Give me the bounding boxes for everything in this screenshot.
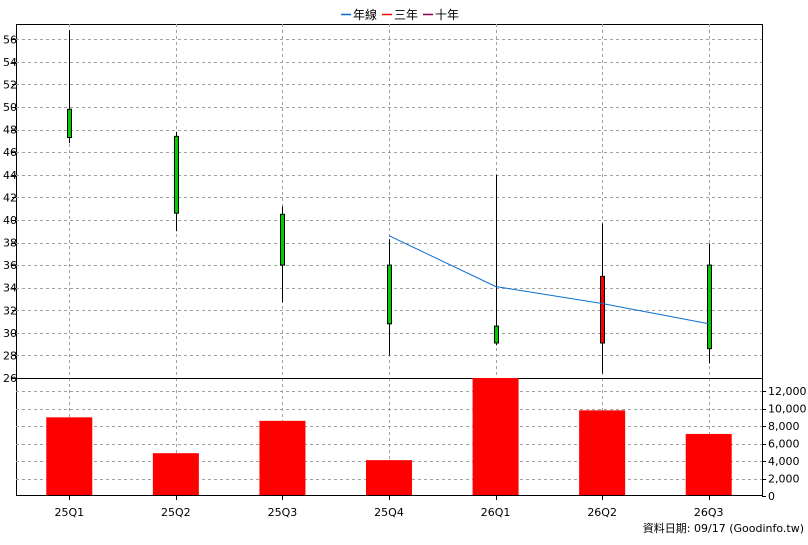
volume-bar	[472, 378, 519, 495]
category-label: 26Q2	[587, 506, 617, 519]
price-tick-label: 32	[3, 304, 17, 317]
legend: 年線 三年 十年	[341, 7, 459, 22]
legend-label: 年線	[353, 7, 377, 22]
candle-body	[174, 135, 179, 214]
category-label: 26Q1	[481, 506, 511, 519]
price-tick-label: 56	[3, 33, 17, 46]
candle-body	[707, 264, 712, 350]
volume-bar	[366, 460, 412, 495]
category-label: 25Q1	[54, 506, 84, 519]
candle-body	[600, 275, 605, 344]
price-tick-label: 42	[3, 191, 17, 204]
volume-bar	[152, 453, 199, 495]
category-label: 25Q2	[161, 506, 191, 519]
axes: 26 28 30 32 34 36 38 40 42 44 46 48 50 52 54 56 0 2,000 4,…	[3, 33, 807, 519]
moving-average-line	[388, 235, 709, 325]
source-note: 資料日期: 09/17 (Goodinfo.tw)	[643, 521, 804, 535]
volume-tick-label: 2,000	[768, 473, 800, 486]
candlesticks	[67, 30, 712, 374]
volume-tick-label: 6,000	[768, 438, 800, 451]
price-tick-label: 34	[3, 282, 17, 295]
price-tick-label: 50	[3, 101, 17, 114]
volume-tick-label: 4,000	[768, 455, 800, 468]
legend-label: 十年	[435, 8, 459, 22]
volume-bar	[579, 410, 626, 495]
price-tick-label: 48	[3, 124, 17, 137]
volume-tick-label: 12,000	[768, 385, 807, 398]
candle-body	[67, 108, 72, 139]
volume-tick-label: 8,000	[768, 420, 800, 433]
volume-bar	[46, 417, 93, 495]
volume-bars	[46, 378, 732, 495]
volume-tick-label: 0	[768, 490, 775, 503]
price-tick-label: 26	[3, 372, 17, 385]
candle-body	[387, 264, 392, 325]
price-tick-label: 52	[3, 78, 17, 91]
volume-tick-label: 10,000	[768, 403, 807, 416]
price-tick-label: 54	[3, 56, 17, 69]
price-tick-label: 28	[3, 349, 17, 362]
price-tick-label: 44	[3, 169, 17, 182]
price-tick-label: 30	[3, 327, 17, 340]
price-tick-label: 38	[3, 237, 17, 250]
candle-body	[494, 325, 499, 344]
candle-body	[280, 213, 285, 266]
volume-bar	[685, 433, 732, 495]
legend-label: 三年	[394, 8, 418, 22]
moving-average-lines	[388, 235, 709, 325]
volume-bar	[259, 420, 306, 495]
category-label: 25Q3	[268, 506, 298, 519]
category-label: 25Q4	[374, 506, 404, 519]
category-label: 26Q3	[694, 506, 724, 519]
price-tick-label: 40	[3, 214, 17, 227]
price-tick-label: 36	[3, 259, 17, 272]
price-tick-label: 46	[3, 146, 17, 159]
